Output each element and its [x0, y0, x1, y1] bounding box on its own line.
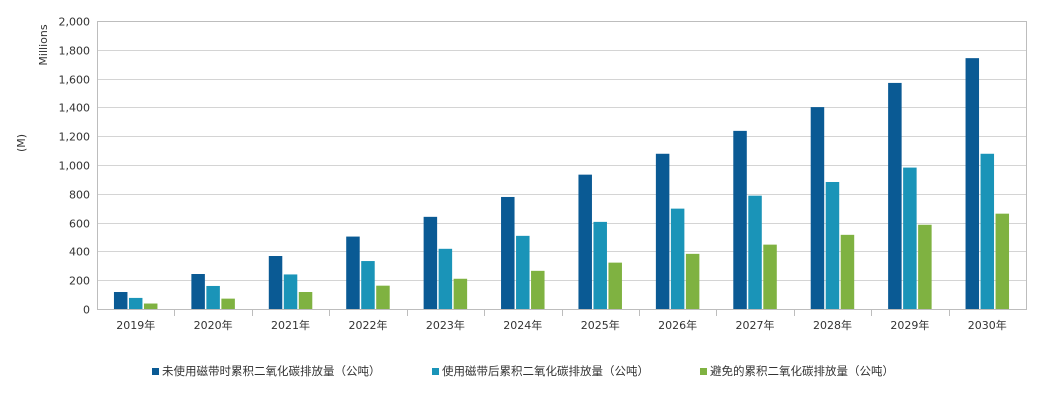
y-tick-label: 2,000: [59, 16, 91, 29]
bar: [113, 292, 128, 309]
y-axis-unit: (M): [15, 134, 28, 152]
x-tick-label: 2024年: [503, 318, 542, 332]
bar: [453, 278, 468, 309]
bar: [685, 253, 700, 309]
legend-swatch: [152, 368, 159, 375]
x-tick-label: 2023年: [426, 318, 465, 332]
bar: [501, 196, 515, 309]
bar: [191, 274, 205, 309]
x-tick-label: 2022年: [348, 318, 387, 332]
y-tick-label: 200: [69, 275, 90, 288]
bar: [516, 235, 530, 309]
bar: [763, 244, 777, 309]
x-tick-label: 2026年: [658, 318, 697, 332]
bar: [810, 107, 825, 309]
y-tick-label: 1,800: [59, 45, 91, 58]
legend-label: 避免的累积二氧化碳排放量（公吨）: [710, 364, 894, 378]
y-tick-label: 600: [69, 218, 90, 231]
bar: [346, 236, 360, 309]
x-tick-label: 2020年: [194, 318, 233, 332]
y-tick-label: 400: [69, 246, 90, 259]
x-tick-label: 2030年: [968, 318, 1007, 332]
bar: [608, 262, 622, 309]
bar: [655, 153, 670, 309]
gridlines: [97, 21, 1026, 310]
bar: [143, 303, 158, 309]
bar: [748, 195, 762, 309]
bar: [593, 221, 607, 309]
legend-label: 使用磁带后累积二氧化碳排放量（公吨）: [442, 364, 649, 378]
bars: [113, 58, 1010, 309]
bar: [531, 270, 545, 309]
y-tick-label: 1,200: [59, 131, 91, 144]
legend: 未使用磁带时累积二氧化碳排放量（公吨） 使用磁带后累积二氧化碳排放量（公吨） 避免的…: [152, 364, 894, 378]
bar: [298, 292, 313, 309]
legend-swatch: [700, 368, 707, 375]
y-tick-label: 1,000: [59, 160, 91, 173]
legend-label: 未使用磁带时累积二氧化碳排放量（公吨）: [162, 364, 381, 378]
y-tick-label: 0: [83, 304, 90, 317]
y-tick-label: 1,400: [59, 102, 91, 115]
axes: 0 200 400 600 800 1,000 1,200 1,400 1,600 1,800 2,…: [59, 16, 1027, 332]
bar: [268, 256, 283, 309]
bar: [578, 174, 592, 309]
bar: [825, 181, 840, 309]
bar: [995, 213, 1010, 309]
bar: [903, 167, 917, 309]
legend-swatch: [432, 368, 439, 375]
y-tick-label: 1,600: [59, 74, 91, 87]
x-tick-label: 2027年: [736, 318, 775, 332]
bar: [840, 234, 855, 309]
x-tick-label: 2019年: [116, 318, 155, 332]
x-tick-label: 2028年: [813, 318, 852, 332]
bar: [221, 298, 235, 309]
bar: [918, 224, 932, 309]
bar: [206, 285, 220, 309]
bar: [888, 82, 902, 309]
x-tick-label: 2025年: [581, 318, 620, 332]
x-tick-label: 2029年: [890, 318, 929, 332]
bar: [438, 248, 453, 309]
x-tick-label: 2021年: [271, 318, 310, 332]
bar: [283, 274, 298, 309]
bar: [128, 297, 143, 309]
bar: [361, 261, 375, 309]
y-axis-title: Millions: [37, 24, 50, 65]
bar: [965, 58, 980, 309]
bar: [423, 216, 438, 309]
bar: [670, 208, 685, 309]
bar: [980, 153, 995, 309]
bar: [733, 130, 747, 309]
y-tick-label: 800: [69, 189, 90, 202]
bar: [376, 285, 390, 309]
